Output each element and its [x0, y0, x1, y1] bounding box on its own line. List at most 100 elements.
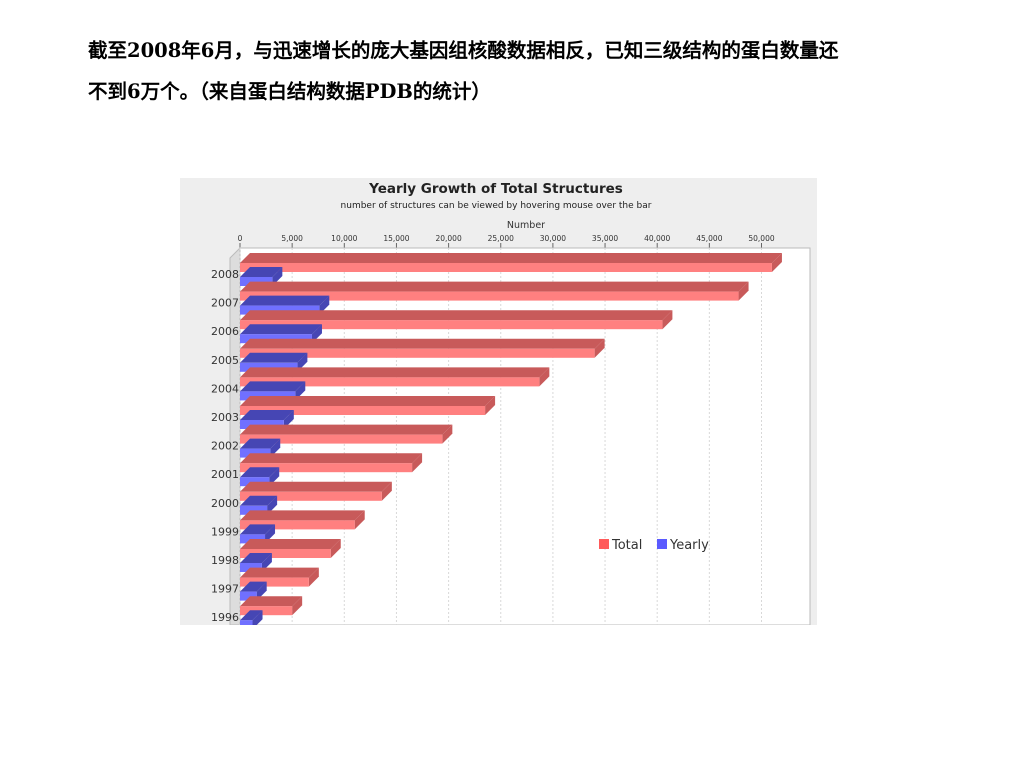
- x-axis-ticks: 0 5,000 10,000 15,000 20,000 25,000 30,000 35,0…: [238, 234, 775, 248]
- yearly-bar: [240, 610, 263, 625]
- yearly-bar: [240, 495, 278, 515]
- chart-title: Yearly Growth of Total Structures: [368, 181, 623, 197]
- total-bar-top: [240, 481, 392, 492]
- yearly-bar: [240, 352, 308, 372]
- total-bar-side: [738, 281, 749, 301]
- yearly-bar-top: [240, 381, 306, 392]
- y-tick-label: 2006: [211, 325, 239, 338]
- total-bar-top: [240, 281, 749, 292]
- x-tick-label: 15,000: [383, 234, 409, 243]
- total-bar-front: [240, 377, 540, 387]
- yearly-bar-side: [297, 352, 308, 372]
- y-axis-labels: 2008 2007 2006 2005 2004 2003 2002 2001 2000 1999…: [211, 268, 239, 624]
- yearly-bar-side: [265, 524, 276, 544]
- caption-line-1: 截至2008年6月，与迅速增长的庞大基因组核酸数据相反，已知三级结构的蛋白数量还: [88, 39, 839, 62]
- yearly-bar: [240, 295, 330, 315]
- total-bar-front: [240, 263, 772, 272]
- yearly-bar-front: [240, 277, 273, 286]
- y-tick-label: 2007: [211, 297, 239, 310]
- x-tick-label: 20,000: [435, 234, 461, 243]
- chart-subtitle: number of structures can be viewed by ho…: [341, 201, 652, 211]
- legend: Total Yearly: [599, 538, 709, 553]
- total-bar: [240, 338, 605, 358]
- total-bar-top: [240, 310, 673, 321]
- yearly-bar: [240, 581, 267, 601]
- total-bar-front: [240, 606, 293, 616]
- yearly-bar-front: [240, 477, 270, 487]
- x-tick-label: 45,000: [696, 234, 722, 243]
- x-tick-label: 0: [238, 234, 243, 243]
- total-bar-front: [240, 577, 309, 587]
- total-bar-front: [240, 406, 486, 415]
- y-tick-label: 1997: [211, 583, 239, 596]
- yearly-bar-side: [252, 610, 263, 625]
- total-bar-front: [240, 291, 739, 301]
- yearly-bar: [240, 467, 280, 487]
- total-bar-side: [354, 510, 365, 530]
- y-tick-label: 1996: [211, 611, 239, 624]
- yearly-bar-front: [240, 563, 262, 572]
- x-tick-label: 25,000: [488, 234, 514, 243]
- yearly-bar-top: [240, 267, 283, 277]
- caption-line-2: 不到6万个。（来自蛋白结构数据PDB的统计）: [88, 80, 491, 103]
- y-tick-label: 1999: [211, 525, 239, 538]
- yearly-bar-front: [240, 448, 271, 458]
- yearly-bar-side: [256, 581, 267, 601]
- y-tick-label: 2003: [211, 411, 239, 424]
- total-bar-top: [240, 367, 550, 378]
- total-bar-side: [771, 253, 782, 272]
- yearly-bar-side: [270, 438, 281, 458]
- total-bar: [240, 481, 392, 501]
- yearly-bar-top: [240, 610, 263, 621]
- plot-side-wall: [229, 246, 241, 625]
- total-bar-top: [240, 567, 319, 578]
- total-bar-front: [240, 491, 382, 501]
- total-bar: [240, 453, 423, 473]
- total-bar-side: [381, 481, 392, 501]
- x-tick-label: 10,000: [331, 234, 357, 243]
- y-tick-label: 1998: [211, 554, 239, 567]
- total-bar-front: [240, 463, 413, 473]
- x-tick-label: 50,000: [748, 234, 774, 243]
- yearly-bar-top: [240, 410, 294, 420]
- x-axis-label: Number: [507, 220, 545, 231]
- total-bar: [240, 396, 496, 415]
- yearly-bar-side: [283, 410, 294, 429]
- total-bar-side: [442, 424, 453, 444]
- legend-label-total: Total: [611, 538, 642, 553]
- yearly-bar-top: [240, 495, 278, 506]
- total-bar-side: [485, 396, 496, 415]
- yearly-bar-side: [272, 267, 283, 286]
- total-bar-front: [240, 549, 331, 558]
- y-tick-label: 2002: [211, 440, 239, 453]
- y-tick-label: 2005: [211, 354, 239, 367]
- yearly-bar: [240, 324, 322, 344]
- yearly-bar: [240, 410, 294, 429]
- total-bar: [240, 424, 453, 444]
- yearly-bar-front: [240, 620, 253, 625]
- legend-swatch-total: [599, 539, 609, 549]
- x-tick-label: 30,000: [540, 234, 566, 243]
- yearly-bar-top: [240, 467, 280, 478]
- yearly-bar-top: [240, 524, 276, 535]
- total-bar: [240, 510, 365, 530]
- total-bar: [240, 567, 319, 587]
- yearly-bar-front: [240, 505, 268, 515]
- y-tick-label: 2008: [211, 268, 239, 281]
- x-tick-label: 5,000: [281, 234, 303, 243]
- yearly-bar-side: [269, 467, 280, 487]
- yearly-bar: [240, 267, 283, 286]
- legend-label-yearly: Yearly: [669, 538, 709, 553]
- total-bar: [240, 596, 303, 616]
- yearly-bar-side: [295, 381, 306, 401]
- legend-swatch-yearly: [657, 539, 667, 549]
- total-bar: [240, 367, 550, 387]
- total-bar: [240, 281, 749, 301]
- y-tick-label: 2004: [211, 382, 239, 395]
- total-bar-front: [240, 348, 595, 358]
- y-tick-label: 2000: [211, 497, 239, 510]
- yearly-bar-front: [240, 591, 257, 601]
- yearly-bar-front: [240, 305, 320, 315]
- slide-caption: 截至2008年6月，与迅速增长的庞大基因组核酸数据相反，已知三级结构的蛋白数量还…: [88, 30, 968, 112]
- y-tick-label: 2001: [211, 468, 239, 481]
